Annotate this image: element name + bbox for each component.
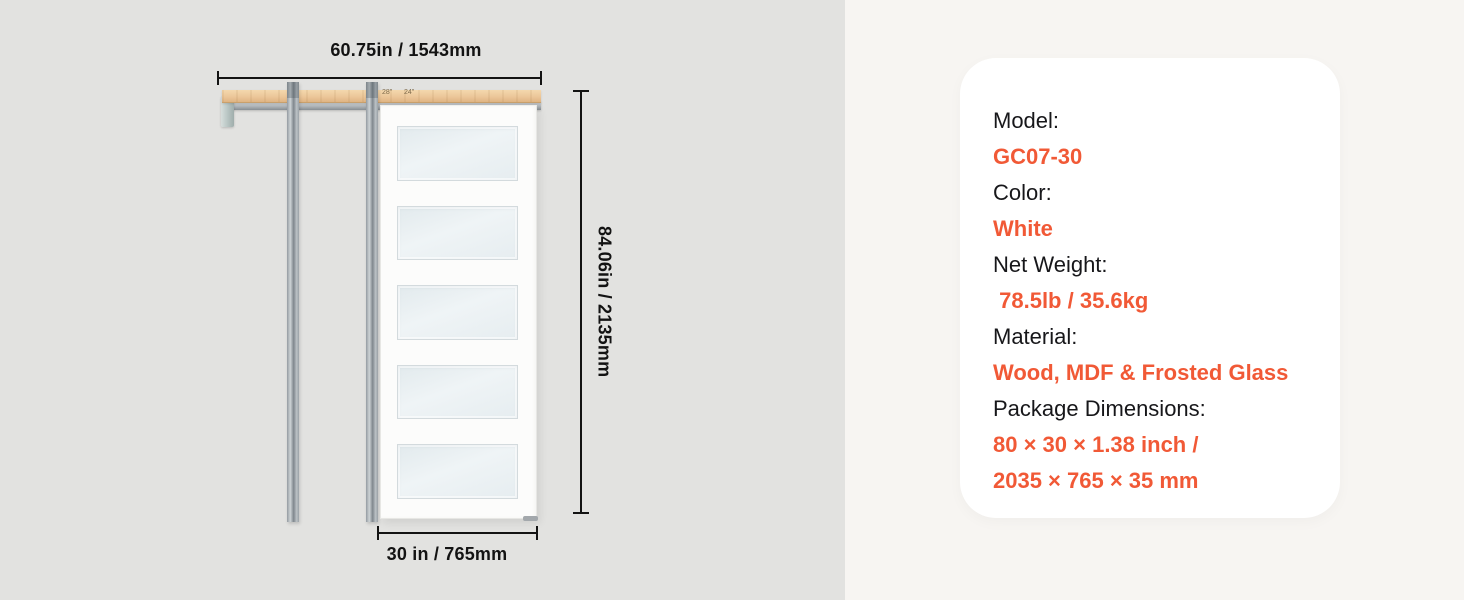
- mounting-post-right: [366, 82, 378, 522]
- spec-label-color: Color:: [993, 180, 1052, 205]
- mounting-post-left: [287, 82, 299, 522]
- spec-panel: Model: GC07-30 Color: White Net Weight: …: [845, 0, 1464, 600]
- dimension-tick: [540, 71, 542, 85]
- door-floor-guide: [523, 516, 538, 521]
- door-height-dimension-line: [580, 91, 582, 513]
- spec-value-package-dimensions-mm: 2035 × 765 × 35 mm: [993, 468, 1199, 493]
- sliding-door: [380, 105, 537, 519]
- dimension-tick: [536, 526, 538, 540]
- diagram-panel: 60.75in / 1543mm 28" 24" 84.06in / 2135m…: [217, 40, 615, 564]
- spec-value-color: White: [993, 216, 1053, 241]
- door-width-dimension-label: 30 in / 765mm: [386, 544, 508, 564]
- spec-label-net-weight: Net Weight:: [993, 252, 1108, 277]
- spec-value-package-dimensions-inch: 80 × 30 × 1.38 inch /: [993, 432, 1199, 457]
- track-measure-mark: 28": [382, 89, 393, 96]
- dimension-tick: [377, 526, 379, 540]
- track-width-dimension-line: [218, 77, 542, 79]
- spec-value-material: Wood, MDF & Frosted Glass: [993, 360, 1289, 385]
- spec-value-model: GC07-30: [993, 144, 1083, 169]
- door-height-dimension-label: 84.06in / 2135mm: [594, 226, 615, 378]
- wood-header-board: [222, 90, 541, 103]
- track-measure-mark: 24": [404, 89, 415, 96]
- frosted-glass-panel: [397, 364, 518, 420]
- rail-end-bracket: [221, 96, 234, 127]
- spec-label-package-dimensions: Package Dimensions:: [993, 396, 1206, 421]
- dimension-tick: [573, 512, 589, 514]
- track-width-dimension-label: 60.75in / 1543mm: [330, 40, 482, 60]
- frosted-glass-panel: [397, 444, 518, 499]
- frosted-glass-panel: [397, 285, 518, 340]
- frosted-glass-panel: [397, 205, 518, 261]
- dimension-tick: [217, 71, 219, 85]
- frosted-glass-panel: [397, 126, 518, 181]
- spec-value-net-weight: 78.5lb / 35.6kg: [993, 288, 1149, 313]
- spec-label-material: Material:: [993, 324, 1078, 349]
- door-width-dimension-line: [378, 532, 538, 534]
- spec-card: Model: GC07-30 Color: White Net Weight: …: [960, 58, 1340, 518]
- dimension-tick: [573, 90, 589, 92]
- spec-label-model: Model:: [993, 108, 1060, 133]
